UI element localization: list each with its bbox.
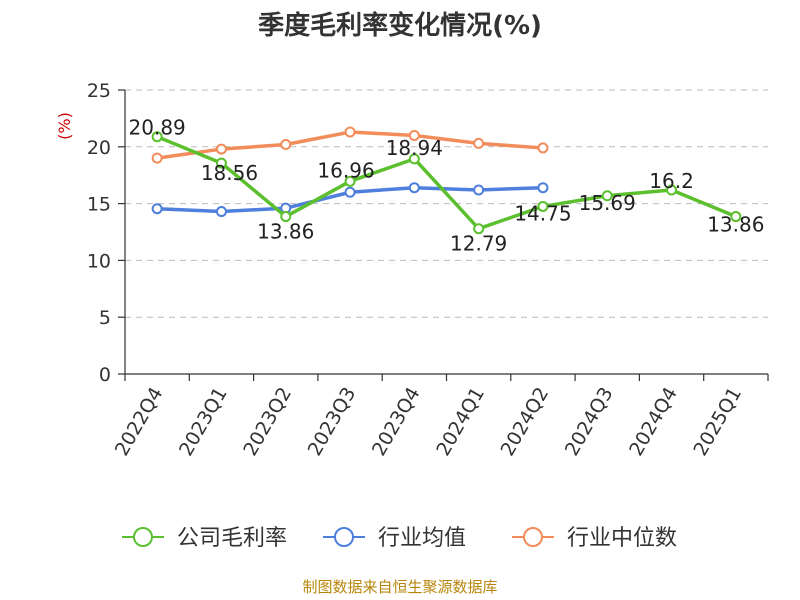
x-tick-label: 2023Q1 (175, 384, 232, 460)
y-tick-label: 25 (87, 80, 111, 102)
data-labels: 20.89 18.56 13.86 16.96 18.94 12.79 14.75 15.69… (129, 116, 765, 256)
data-point (730, 211, 742, 223)
axes (118, 89, 769, 381)
grid-lines (125, 89, 768, 318)
y-tick-label: 5 (99, 307, 111, 329)
x-tick-label: 2024Q1 (432, 384, 489, 460)
data-label: 18.94 (386, 136, 443, 160)
series-layer (151, 126, 742, 235)
data-point (666, 184, 678, 196)
source-note: 制图数据来自恒生聚源数据库 (302, 578, 497, 596)
x-tick-label: 2022Q4 (111, 384, 168, 460)
data-label: 16.96 (317, 158, 374, 182)
data-label: 12.79 (450, 232, 507, 256)
x-tick-label: 2024Q4 (625, 384, 682, 460)
x-tick-label: 2025Q1 (689, 384, 746, 460)
x-tick-label: 2024Q2 (497, 384, 554, 460)
x-tick-label: 2023Q3 (304, 384, 361, 460)
legend-label: 行业均值 (378, 526, 466, 551)
data-label: 13.86 (707, 213, 764, 237)
data-point (408, 182, 420, 194)
legend-label: 行业中位数 (567, 526, 677, 551)
y-tick-label: 0 (99, 364, 111, 386)
data-label: 14.75 (514, 201, 571, 225)
data-point (408, 129, 420, 141)
legend-label: 公司毛利率 (177, 526, 287, 551)
series-line-0 (156, 135, 737, 231)
y-tick-label: 10 (87, 250, 111, 272)
x-tick-label: 2024Q3 (561, 384, 618, 460)
data-point (215, 157, 227, 169)
data-label: 13.86 (257, 220, 314, 244)
legend-swatch-marker (133, 527, 153, 547)
data-point (537, 182, 549, 194)
y-tick-labels: 0 5 10 15 20 25 (87, 80, 111, 386)
legend: 公司毛利率 行业均值 行业中位数 (122, 526, 677, 551)
x-tick-labels: 2022Q4 2023Q1 2023Q2 2023Q3 2023Q4 2024Q1 2024… (111, 384, 746, 460)
chart-title: 季度毛利率变化情况(%) (258, 10, 542, 41)
data-point (344, 175, 356, 187)
data-point (151, 131, 163, 143)
data-point (151, 203, 163, 215)
x-tick-label: 2023Q4 (368, 384, 425, 460)
data-label: 20.89 (129, 116, 186, 140)
data-point (215, 143, 227, 155)
data-point (601, 190, 613, 202)
data-point (215, 206, 227, 218)
data-point (473, 137, 485, 149)
data-point (537, 142, 549, 154)
data-label: 18.56 (201, 161, 258, 185)
legend-swatch-marker (334, 527, 354, 547)
legend-swatch-marker (523, 527, 543, 547)
y-tick-label: 20 (87, 137, 111, 159)
y-unit-label: (%) (55, 112, 74, 140)
data-point (280, 211, 292, 223)
data-point (344, 126, 356, 138)
data-point (473, 184, 485, 196)
data-label: 15.69 (579, 191, 636, 215)
data-point (280, 139, 292, 151)
data-point (408, 153, 420, 165)
data-point (473, 223, 485, 235)
data-label: 16.2 (649, 169, 694, 193)
x-tick-label: 2023Q2 (239, 384, 296, 460)
data-point (151, 152, 163, 164)
data-point (537, 200, 549, 212)
y-tick-label: 15 (87, 194, 111, 216)
data-point (344, 186, 356, 198)
